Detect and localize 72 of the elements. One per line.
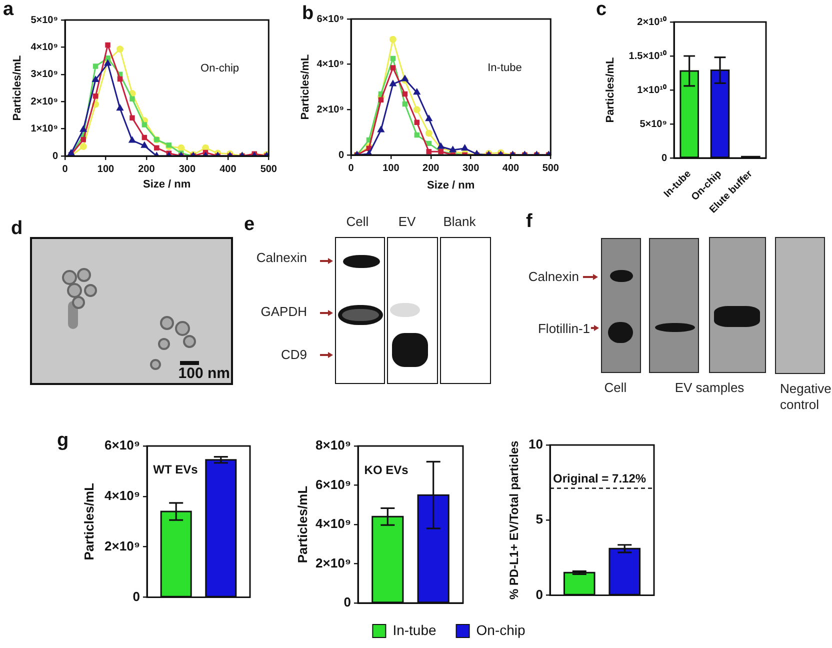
y-tick-label: 0 [536, 586, 543, 602]
x-tick-label: 100 [382, 162, 400, 174]
y-tick-label: 2×10⁹ [316, 104, 344, 116]
y-tick-label: 4×10⁹ [30, 42, 58, 53]
text: Cell [604, 380, 627, 395]
ref-line-label: Original = 7.12% [553, 472, 646, 486]
y-tick-label: 8×10⁹ [316, 438, 351, 453]
y-tick-label: 2×10⁹ [316, 555, 351, 570]
text: Cell [346, 214, 369, 229]
y-tick-label: 6×10⁹ [316, 14, 344, 25]
x-tick-label: 0 [62, 164, 68, 175]
y-axis-title: Particles/mL [300, 54, 312, 120]
x-tick-label: 400 [220, 164, 237, 175]
text: Calnexin [528, 269, 579, 284]
y-tick-label: 4×10⁹ [316, 59, 344, 70]
text: f [526, 211, 532, 232]
text: GAPDH [260, 304, 307, 319]
y-tick-label: 5 [536, 512, 543, 527]
y-tick-label: 0 [132, 588, 140, 604]
y-axis-title: Particles/mL [604, 57, 617, 123]
text: EV [398, 214, 416, 229]
x-tick-label: 300 [462, 162, 480, 174]
text: d [11, 218, 23, 239]
text: Flotillin-1 [538, 321, 590, 336]
y-tick-label: 5×10⁹ [30, 14, 58, 26]
x-tick-label: 100 [97, 164, 115, 175]
y-tick-label: 10 [528, 436, 543, 452]
y-tick-label: 1×10¹⁰ [637, 84, 667, 96]
y-tick-label: 0 [338, 150, 344, 161]
text: Blank [443, 214, 476, 229]
legend-label: On-chip [476, 622, 526, 638]
y-axis-title: Particles/mL [295, 486, 310, 564]
y-tick-label: 3×10⁹ [30, 69, 58, 80]
y-tick-label: 2×10⁹ [30, 96, 58, 108]
x-axis-title: Size / nm [426, 179, 475, 192]
y-tick-label: 0 [344, 594, 351, 610]
y-tick-label: 2×10¹⁰ [637, 16, 667, 28]
annotation: WT EVs [153, 462, 198, 477]
chart-title: g [57, 430, 69, 451]
text: Calnexin [256, 250, 307, 265]
y-axis-title: % PD-L1+ EV/Total particles [506, 440, 521, 600]
annotation: On-chip [200, 62, 240, 74]
annotation: KO EVs [364, 462, 409, 477]
chart-title: c [596, 0, 607, 20]
text: EV samples [674, 380, 744, 395]
y-tick-label: 4×10⁹ [104, 488, 140, 503]
y-tick-label: 1.5×10¹⁰ [628, 50, 667, 62]
y-tick-label: 1×10⁹ [30, 124, 58, 135]
y-tick-label: 0 [52, 150, 58, 162]
chart-title: b [302, 3, 314, 24]
annotation: In-tube [488, 62, 522, 74]
y-axis-title: Particles/mL [82, 482, 97, 560]
y-tick-label: 2×10⁹ [104, 538, 140, 554]
x-tick-label: 200 [138, 164, 156, 175]
text: Negative control [780, 381, 832, 412]
x-tick-label: 200 [422, 162, 440, 174]
y-tick-label: 0 [661, 152, 668, 164]
x-tick-label: 500 [260, 164, 278, 175]
y-axis-title: Particles/mL [12, 55, 24, 121]
chart-title: a [3, 0, 14, 20]
y-tick-label: 6×10⁹ [104, 438, 140, 453]
x-axis-title: Size / nm [142, 178, 191, 190]
text: e [244, 214, 255, 235]
y-tick-label: 4×10⁹ [316, 516, 351, 532]
text: 100 nm [178, 365, 230, 382]
legend-label: In-tube [392, 622, 436, 638]
x-tick-label: 500 [542, 162, 560, 174]
x-tick-label: 400 [502, 162, 520, 174]
y-tick-label: 6×10⁹ [316, 476, 351, 492]
text: CD9 [280, 347, 307, 362]
x-tick-label: 300 [178, 164, 196, 175]
y-tick-label: 5×10⁹ [640, 118, 668, 130]
